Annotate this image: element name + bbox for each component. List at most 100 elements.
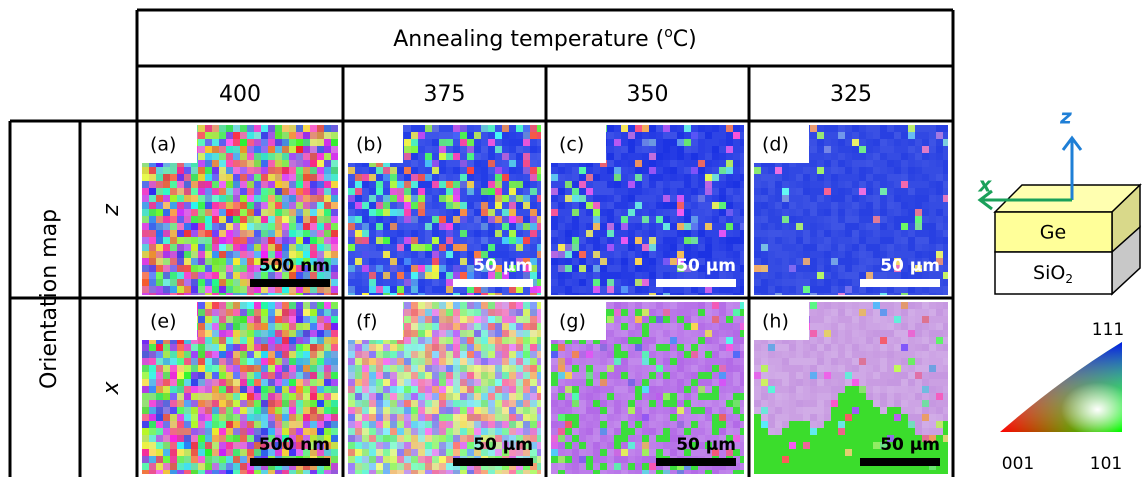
grain: [296, 223, 303, 230]
grain: [198, 244, 205, 251]
grain: [866, 293, 873, 295]
grain: [254, 216, 261, 223]
grain: [331, 202, 338, 209]
grain: [516, 365, 523, 372]
grain: [324, 153, 331, 160]
grain: [247, 125, 254, 132]
grain: [586, 265, 593, 272]
grain: [184, 174, 191, 181]
grain: [677, 237, 684, 244]
grain: [677, 174, 684, 181]
grain: [383, 365, 390, 372]
grain: [170, 407, 177, 414]
grain: [268, 167, 275, 174]
grain: [282, 125, 289, 132]
grain: [324, 393, 331, 400]
grain: [460, 153, 467, 160]
grain: [649, 365, 656, 372]
grain: [796, 244, 803, 251]
grain: [474, 244, 481, 251]
grain: [600, 202, 607, 209]
grain: [453, 330, 460, 337]
grain: [691, 230, 698, 237]
grain: [362, 470, 369, 474]
grain: [642, 386, 649, 393]
grain: [362, 414, 369, 421]
grain: [390, 449, 397, 456]
grain: [936, 309, 943, 316]
grain: [233, 202, 240, 209]
grain: [149, 351, 156, 358]
grain: [663, 470, 670, 474]
grain: [656, 351, 663, 358]
grain: [803, 209, 810, 216]
grain: [324, 209, 331, 216]
grain: [219, 174, 226, 181]
grain: [240, 132, 247, 139]
grain: [369, 449, 376, 456]
grain: [579, 258, 586, 265]
grain: [558, 400, 565, 407]
grain: [719, 139, 726, 146]
grain: [282, 188, 289, 195]
grain: [824, 279, 831, 286]
grain: [691, 188, 698, 195]
grain: [943, 251, 948, 258]
grain: [572, 216, 579, 223]
grain: [754, 167, 761, 174]
grain: [621, 216, 628, 223]
grain: [383, 286, 390, 293]
grain: [467, 209, 474, 216]
grain: [530, 337, 537, 344]
grain: [621, 421, 628, 428]
grain: [488, 209, 495, 216]
grain: [191, 181, 198, 188]
grain: [768, 223, 775, 230]
grain: [516, 293, 523, 295]
grain: [156, 463, 163, 470]
grain: [635, 309, 642, 316]
grain: [579, 365, 586, 372]
grain: [219, 302, 226, 309]
grain: [565, 188, 572, 195]
grain: [240, 330, 247, 337]
grain: [733, 153, 740, 160]
grain: [719, 421, 726, 428]
grain: [331, 414, 338, 421]
grain: [212, 393, 219, 400]
grain: [817, 237, 824, 244]
grain: [579, 407, 586, 414]
grain: [289, 379, 296, 386]
grain: [355, 393, 362, 400]
grain: [740, 302, 744, 309]
grain: [726, 316, 733, 323]
grain: [579, 237, 586, 244]
grain: [163, 351, 170, 358]
grain: [247, 272, 254, 279]
grain: [698, 132, 705, 139]
grain: [397, 449, 404, 456]
grain: [810, 279, 817, 286]
grain: [838, 139, 845, 146]
grain: [397, 265, 404, 272]
grain: [887, 153, 894, 160]
grain: [390, 358, 397, 365]
grain: [170, 202, 177, 209]
grain: [502, 330, 509, 337]
grain: [649, 237, 656, 244]
grain: [453, 272, 460, 279]
grain: [191, 216, 198, 223]
grain: [810, 146, 817, 153]
grain: [219, 279, 226, 286]
grain: [649, 160, 656, 167]
grain: [663, 230, 670, 237]
grain: [502, 160, 509, 167]
grain: [495, 237, 502, 244]
grain: [261, 470, 268, 474]
grain: [149, 393, 156, 400]
grain: [142, 230, 149, 237]
grain: [481, 181, 488, 188]
grain: [474, 316, 481, 323]
grain: [523, 302, 530, 309]
grain: [894, 216, 901, 223]
